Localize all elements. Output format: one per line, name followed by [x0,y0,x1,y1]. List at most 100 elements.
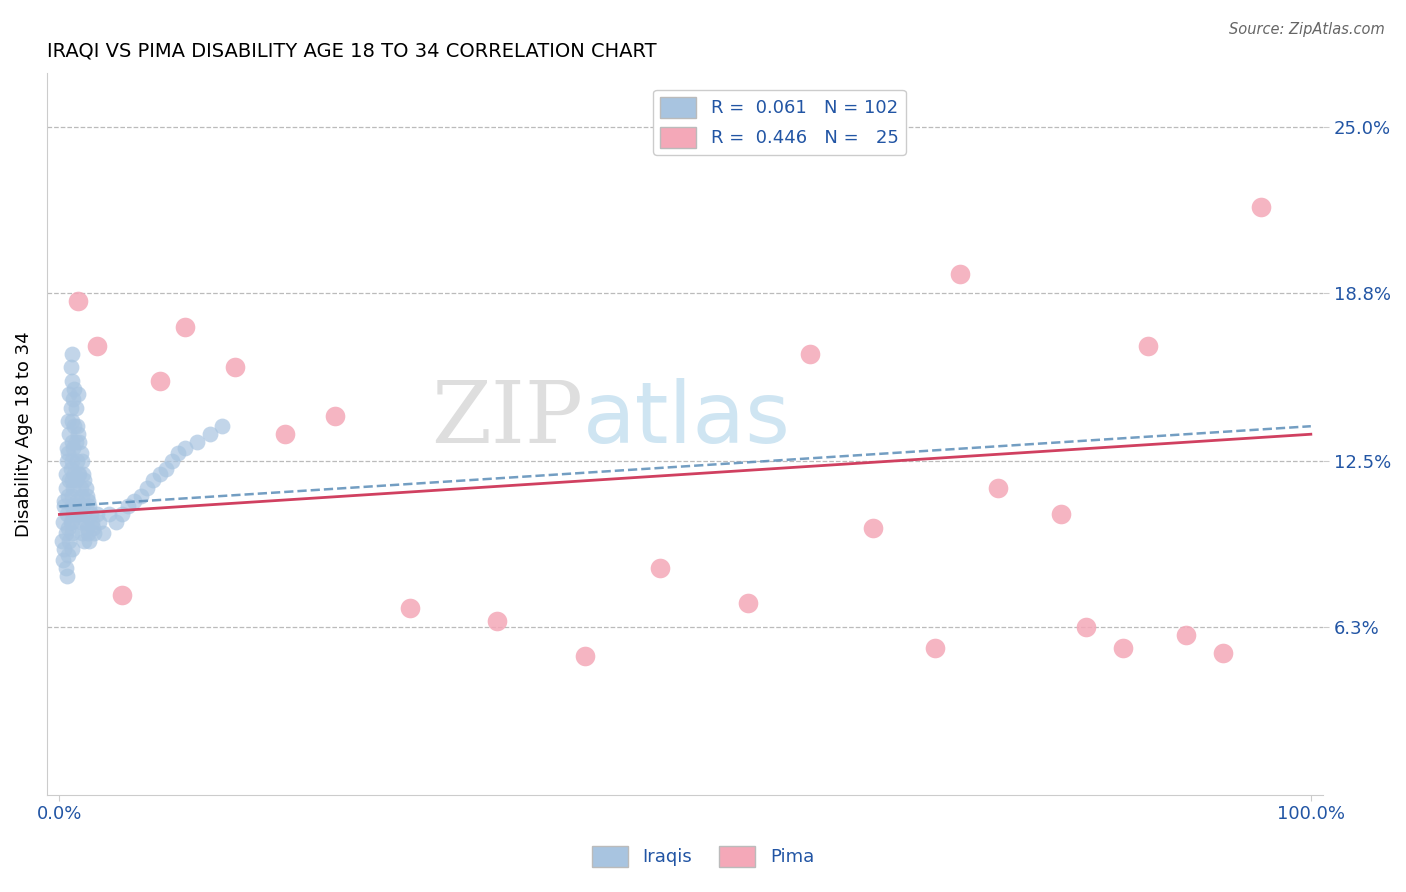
Point [56,454,79,468]
Point [59,462,82,476]
Point [56,521,79,535]
Point [52,516,75,530]
Point [66,454,89,468]
Legend: R =  0.061   N = 102, R =  0.446   N =   25: R = 0.061 N = 102, R = 0.446 N = 25 [652,90,905,155]
Point [65,473,87,487]
Point [924,641,946,656]
Point [63,419,86,434]
Point [323,409,346,423]
Point [737,596,759,610]
Point [77,494,100,508]
Point [55,526,77,541]
Legend: Iraqis, Pima: Iraqis, Pima [585,838,821,874]
Point [60,435,83,450]
Point [1174,628,1197,642]
Point [75,516,97,530]
Point [56,508,79,522]
Point [79,500,101,514]
Point [1212,647,1234,661]
Point [75,481,97,495]
Point [173,320,195,334]
Point [80,508,103,522]
Point [198,427,221,442]
Point [86,339,108,353]
Text: Source: ZipAtlas.com: Source: ZipAtlas.com [1229,22,1385,37]
Point [58,427,80,442]
Point [60,526,83,541]
Point [76,521,98,535]
Point [60,473,83,487]
Point [124,494,146,508]
Point [129,489,152,503]
Point [53,542,76,557]
Point [167,446,190,460]
Point [1137,339,1160,353]
Point [58,473,80,487]
Point [62,508,84,522]
Point [60,516,83,530]
Point [56,548,79,562]
Point [79,534,101,549]
Point [67,293,90,308]
Point [56,489,79,503]
Point [86,508,108,522]
Point [76,489,98,503]
Point [53,500,76,514]
Point [574,649,596,664]
Point [51,534,73,549]
Point [59,360,82,375]
Point [862,521,884,535]
Point [69,446,91,460]
Point [58,534,80,549]
Point [82,521,104,535]
Point [52,553,75,567]
Point [89,516,111,530]
Point [69,481,91,495]
Point [117,500,139,514]
Point [59,401,82,415]
Point [65,435,87,450]
Point [155,462,177,476]
Point [67,435,90,450]
Point [62,441,84,455]
Point [60,500,83,514]
Point [1112,641,1135,656]
Point [91,526,114,541]
Point [67,508,90,522]
Point [73,534,96,549]
Point [67,467,90,482]
Point [60,542,83,557]
Point [55,561,77,575]
Point [56,569,79,583]
Point [60,414,83,428]
Point [173,441,195,455]
Point [63,382,86,396]
Point [56,441,79,455]
Point [70,454,93,468]
Point [70,489,93,503]
Point [398,601,420,615]
Point [136,481,159,495]
Point [67,387,90,401]
Text: atlas: atlas [583,378,792,461]
Point [67,467,90,482]
Point [160,454,183,468]
Point [60,454,83,468]
Point [80,516,103,530]
Point [58,387,80,401]
Point [273,427,295,442]
Point [104,516,127,530]
Point [224,360,246,375]
Point [53,494,76,508]
Point [66,494,89,508]
Point [111,588,134,602]
Point [56,414,79,428]
Point [69,516,91,530]
Point [98,508,121,522]
Point [55,481,77,495]
Point [65,401,87,415]
Point [72,500,94,514]
Text: ZIP: ZIP [432,378,583,461]
Point [55,467,77,482]
Point [62,481,84,495]
